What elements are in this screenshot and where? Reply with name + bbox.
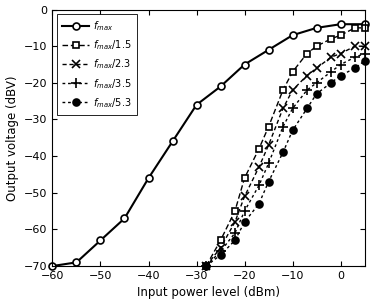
$f_{max}$/1.5: [257, 147, 261, 151]
$f_{max}$/1.5: [329, 37, 333, 41]
X-axis label: Input power level (dBm): Input power level (dBm): [137, 286, 280, 300]
$f_{max}$/3.5: [242, 209, 247, 213]
$f_{max}$/1.5: [281, 88, 285, 92]
$f_{max}$/2.3: [305, 74, 309, 77]
$f_{max}$: [362, 22, 367, 26]
$f_{max}$/2.3: [242, 195, 247, 198]
$f_{max}$: [290, 33, 295, 37]
$f_{max}$/3.5: [314, 81, 319, 85]
$f_{max}$/5.3: [218, 253, 223, 257]
$f_{max}$: [50, 264, 55, 268]
$f_{max}$/3.5: [338, 63, 343, 66]
$f_{max}$/3.5: [305, 88, 309, 92]
$f_{max}$/2.3: [218, 246, 223, 249]
$f_{max}$/2.3: [353, 44, 357, 48]
Line: $f_{max}$/1.5: $f_{max}$/1.5: [202, 24, 368, 270]
$f_{max}$/5.3: [257, 202, 261, 206]
$f_{max}$: [314, 26, 319, 30]
$f_{max}$/2.3: [232, 220, 237, 224]
Legend: $f_{max}$, $f_{max}$/1.5, $f_{max}$/2.3, $f_{max}$/3.5, $f_{max}$/5.3: $f_{max}$, $f_{max}$/1.5, $f_{max}$/2.3,…: [57, 14, 137, 115]
$f_{max}$/1.5: [266, 125, 271, 129]
$f_{max}$/1.5: [242, 176, 247, 180]
$f_{max}$: [146, 176, 151, 180]
$f_{max}$/5.3: [314, 92, 319, 96]
$f_{max}$/1.5: [314, 44, 319, 48]
$f_{max}$/2.3: [290, 88, 295, 92]
$f_{max}$/2.3: [338, 52, 343, 55]
$f_{max}$/3.5: [232, 231, 237, 235]
Line: $f_{max}$/5.3: $f_{max}$/5.3: [202, 57, 368, 270]
$f_{max}$/3.5: [257, 184, 261, 187]
$f_{max}$: [98, 239, 103, 242]
$f_{max}$/1.5: [232, 209, 237, 213]
$f_{max}$/2.3: [329, 55, 333, 59]
Line: $f_{max}$/2.3: $f_{max}$/2.3: [202, 42, 369, 270]
$f_{max}$/1.5: [353, 26, 357, 30]
$f_{max}$/2.3: [314, 66, 319, 70]
$f_{max}$/5.3: [353, 66, 357, 70]
$f_{max}$/2.3: [266, 143, 271, 147]
$f_{max}$/3.5: [362, 52, 367, 55]
$f_{max}$/1.5: [338, 33, 343, 37]
$f_{max}$/5.3: [266, 180, 271, 184]
$f_{max}$/2.3: [362, 44, 367, 48]
Y-axis label: Output voltage (dBV): Output voltage (dBV): [6, 75, 18, 201]
$f_{max}$/5.3: [242, 220, 247, 224]
$f_{max}$/5.3: [204, 264, 209, 268]
$f_{max}$/3.5: [290, 107, 295, 110]
$f_{max}$: [170, 140, 175, 143]
$f_{max}$: [338, 22, 343, 26]
$f_{max}$: [242, 63, 247, 66]
$f_{max}$/1.5: [204, 264, 209, 268]
$f_{max}$/5.3: [290, 129, 295, 132]
$f_{max}$/1.5: [362, 26, 367, 30]
$f_{max}$/3.5: [353, 55, 357, 59]
$f_{max}$/3.5: [281, 125, 285, 129]
$f_{max}$: [266, 48, 271, 52]
$f_{max}$/5.3: [305, 107, 309, 110]
$f_{max}$/1.5: [290, 70, 295, 74]
$f_{max}$/2.3: [257, 165, 261, 169]
$f_{max}$/5.3: [232, 239, 237, 242]
$f_{max}$: [194, 103, 199, 107]
Line: $f_{max}$: $f_{max}$: [49, 21, 368, 270]
$f_{max}$/3.5: [266, 162, 271, 165]
$f_{max}$/2.3: [204, 264, 209, 268]
$f_{max}$: [74, 260, 79, 264]
$f_{max}$/5.3: [329, 81, 333, 85]
$f_{max}$/3.5: [329, 70, 333, 74]
$f_{max}$/2.3: [281, 107, 285, 110]
$f_{max}$/5.3: [362, 59, 367, 63]
$f_{max}$: [218, 85, 223, 88]
$f_{max}$/3.5: [204, 264, 209, 268]
$f_{max}$/1.5: [305, 52, 309, 55]
$f_{max}$/5.3: [338, 74, 343, 77]
$f_{max}$: [122, 217, 127, 220]
$f_{max}$/1.5: [218, 239, 223, 242]
Line: $f_{max}$/3.5: $f_{max}$/3.5: [201, 49, 369, 271]
$f_{max}$/3.5: [218, 249, 223, 253]
$f_{max}$/5.3: [281, 151, 285, 154]
